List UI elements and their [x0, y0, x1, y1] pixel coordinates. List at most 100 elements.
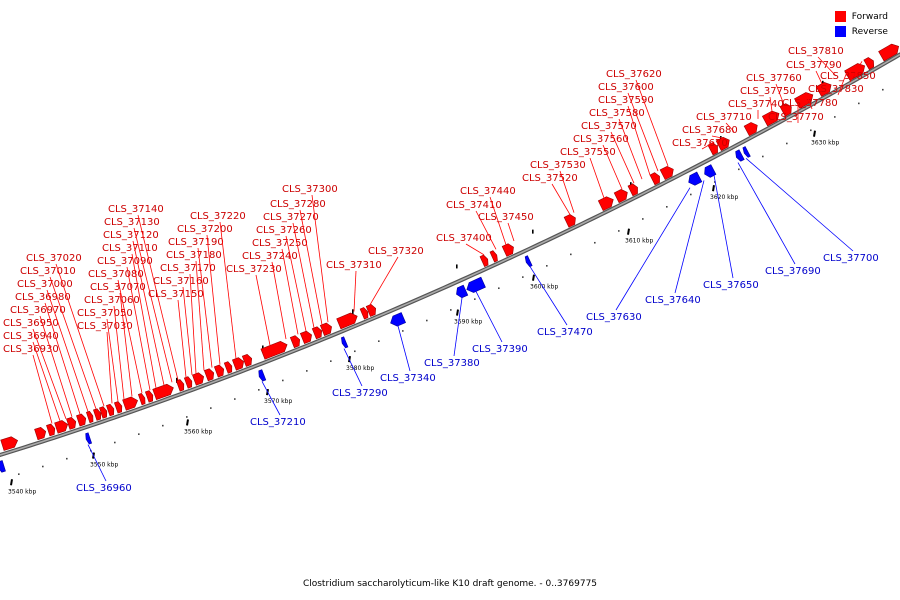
gene-label-forward: CLS_37580: [589, 108, 645, 119]
forward-gene: [479, 254, 489, 268]
forward-gene: [99, 406, 108, 419]
forward-gene: [54, 420, 69, 434]
gene-label-forward: CLS_37190: [168, 237, 224, 248]
gene-label-forward: CLS_37010: [20, 266, 76, 277]
track-dot: [570, 253, 572, 256]
gene-arrow: [311, 326, 323, 340]
track-dot: [402, 330, 404, 332]
gene-label-forward: CLS_37020: [26, 253, 82, 264]
kbp-tick-label: 3620 kbp: [710, 194, 738, 201]
legend-label-forward: Forward: [851, 11, 888, 22]
gene-label-forward: CLS_37140: [108, 204, 164, 215]
gene-labels: CLS_36930 CLS_36940 CLS_36950 CLS_36970 CLS_…: [3, 46, 879, 494]
leader-line: [815, 70, 823, 84]
gene-label-reverse: CLS_37700: [823, 253, 879, 264]
kbp-tick-label: 3550 kbp: [90, 462, 118, 469]
gene-arrow: [501, 243, 514, 257]
gene-arrow: [0, 436, 19, 451]
gene-arrow: [299, 330, 312, 345]
gene-label-forward: CLS_37110: [102, 243, 158, 254]
leader-line: [369, 256, 399, 305]
forward-gene: [113, 401, 123, 414]
leader-line: [453, 297, 463, 357]
legend-item-reverse: Reverse: [834, 24, 888, 39]
gene-arrow: [319, 322, 332, 336]
forward-gene: [743, 122, 758, 137]
leader-line: [32, 328, 67, 420]
gene-arrow: [192, 372, 205, 386]
leader-line: [189, 273, 197, 374]
track-dot: [594, 241, 596, 244]
gene-arrow: [152, 383, 174, 401]
leader-line: [475, 291, 503, 343]
forward-gene: [0, 436, 19, 451]
forward-gene: [241, 353, 253, 367]
track-dot: [234, 398, 236, 400]
kbp-tick-label: 3600 kbp: [530, 284, 558, 291]
backbone-highlight: [0, 53, 900, 456]
forward-gene: [260, 341, 288, 360]
gene-label-forward: CLS_37050: [77, 308, 133, 319]
leader-line: [489, 196, 507, 245]
track-dot: [450, 309, 452, 311]
gene-arrow: [794, 92, 814, 109]
leader-line: [117, 279, 143, 394]
leader-line: [817, 56, 837, 77]
leader-line: [551, 183, 571, 215]
gene-arrow: [231, 357, 245, 371]
leader-line: [837, 69, 849, 96]
leader-line: [507, 222, 515, 242]
reverse-gene: [85, 432, 93, 445]
gene-arrow: [85, 432, 93, 445]
track-dot: [66, 457, 68, 460]
leader-line: [113, 305, 125, 400]
gene-label-forward: CLS_36970: [10, 305, 66, 316]
forward-gene: [34, 426, 47, 441]
track-dot: [42, 465, 44, 468]
genome-backbone: [0, 52, 900, 457]
gene-arrow: [466, 276, 486, 293]
gene-label-forward: CLS_37560: [573, 134, 629, 145]
forward-gene: [289, 335, 301, 349]
gene-arrow: [479, 254, 489, 268]
leader-line: [281, 248, 299, 335]
gene-arrow: [137, 392, 146, 406]
track-dot: [162, 424, 164, 427]
forward-gene: [878, 43, 900, 62]
kbp-tick: [186, 419, 189, 426]
leader-line: [39, 315, 73, 418]
forward-gene: [815, 82, 832, 97]
gene-label-reverse: CLS_36960: [76, 483, 132, 494]
leader-line: [475, 210, 497, 250]
leader-line: [32, 354, 53, 424]
forward-gene: [231, 357, 245, 371]
leader-line: [261, 381, 281, 416]
leader-line: [701, 141, 715, 150]
track-dot: [18, 473, 20, 475]
gene-arrow: [93, 408, 102, 421]
gene-arrow: [85, 410, 94, 424]
leader-line: [197, 247, 213, 368]
kbp-tick-label: 3610 kbp: [625, 238, 653, 245]
gene-arrow: [122, 396, 138, 411]
gene-label-forward: CLS_37850: [820, 71, 876, 82]
forward-gene: [299, 330, 312, 345]
gene-label-reverse: CLS_37290: [332, 388, 388, 399]
reverse-gene: [742, 146, 751, 158]
leader-line: [674, 180, 705, 294]
track-dot: [690, 193, 692, 196]
gene-arrow: [289, 335, 301, 349]
track-dot: [258, 389, 260, 391]
forward-gene: [76, 413, 87, 427]
track-dot: [618, 230, 620, 232]
gene-label-forward: CLS_37080: [88, 269, 144, 280]
gene-arrow: [844, 63, 866, 81]
gene-arrow: [66, 416, 77, 430]
kbp-tick-label: 3560 kbp: [184, 428, 212, 435]
leader-line: [106, 318, 119, 402]
forward-gene: [213, 364, 225, 378]
gene-label-forward: CLS_37180: [166, 250, 222, 261]
leader-line: [311, 194, 329, 323]
leader-line: [46, 289, 89, 412]
gene-label-forward: CLS_37530: [530, 160, 586, 171]
